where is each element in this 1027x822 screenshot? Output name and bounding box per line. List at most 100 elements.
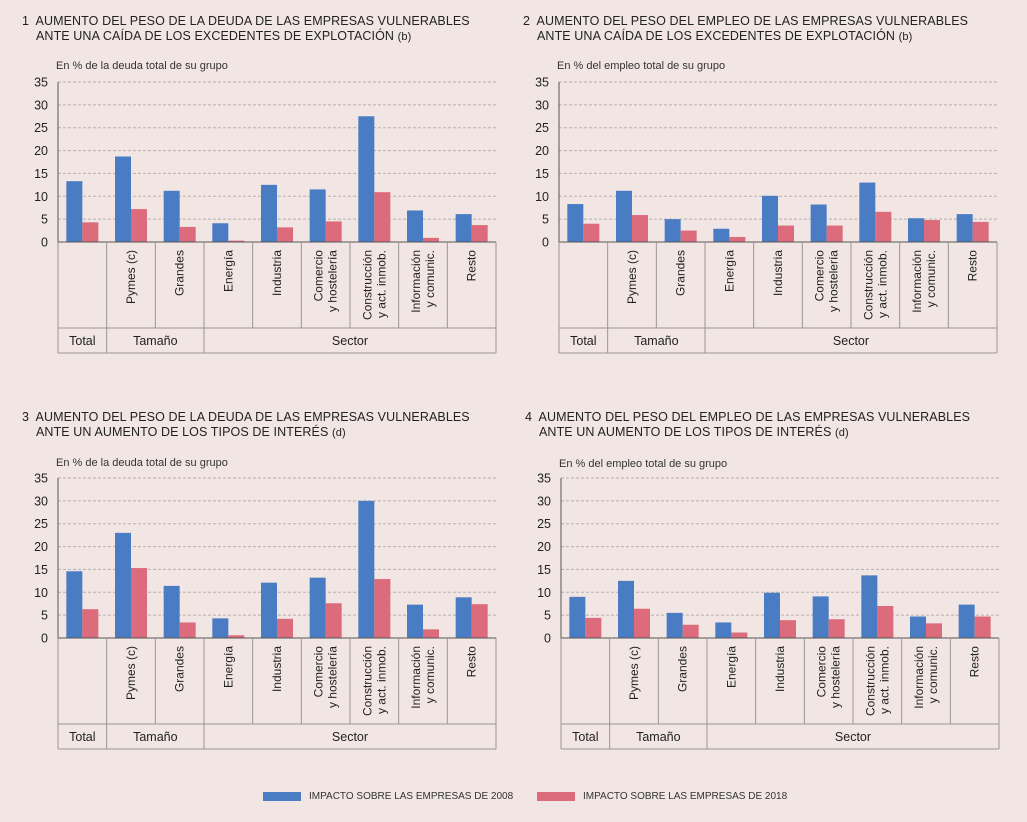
bar-2018 [924, 220, 940, 242]
category-label: y hostelería [827, 250, 841, 312]
y-tick-label: 15 [537, 563, 551, 577]
y-tick-label: 10 [537, 586, 551, 600]
legend-label-2018: IMPACTO SOBRE LAS EMPRESAS DE 2018 [583, 791, 788, 802]
group-label: Total [69, 730, 95, 744]
panel-number: 2 [523, 14, 531, 28]
bar-2018 [680, 230, 697, 242]
bar-2018 [682, 624, 699, 638]
category-label: Construcción [863, 646, 877, 716]
title-line-1: AUMENTO DEL PESO DE LA DEUDA DE LAS EMPR… [35, 14, 470, 28]
bar-2018 [875, 211, 892, 242]
bar-2018 [926, 623, 942, 638]
panel-number: 4 [525, 410, 533, 424]
y-tick-label: 10 [535, 190, 549, 204]
category-label: Resto [465, 250, 479, 282]
bar-2018 [471, 604, 488, 638]
panel-number: 3 [22, 410, 30, 424]
bar-2008 [115, 156, 131, 242]
bar-2008 [908, 218, 924, 242]
category-label: Grandes [674, 250, 688, 296]
y-tick-label: 30 [34, 494, 48, 508]
category-label: Pymes (c) [124, 646, 138, 700]
bar-2008 [455, 597, 472, 638]
category-label: Energía [724, 646, 738, 688]
title-line-2: ANTE UN AUMENTO DE LOS TIPOS DE INTERÉS [539, 425, 832, 439]
legend: IMPACTO SOBRE LAS EMPRESAS DE 2008 IMPAC… [0, 791, 1027, 807]
bar-2018 [374, 579, 391, 638]
category-label: Construcción [360, 250, 374, 320]
category-label: y hostelería [829, 646, 843, 708]
bar-2008 [664, 219, 681, 242]
group-label: Tamaño [634, 334, 679, 348]
bar-2008 [812, 596, 829, 638]
bar-2008 [956, 214, 973, 242]
group-label: Total [69, 334, 95, 348]
bar-2018 [179, 622, 196, 638]
category-label: y hostelería [326, 646, 340, 708]
category-label: y act. inmob. [875, 250, 889, 318]
group-label: Total [572, 730, 598, 744]
y-tick-label: 35 [537, 472, 551, 486]
category-label: Pymes (c) [124, 250, 138, 304]
category-label: y comunic. [924, 250, 938, 307]
category-label: Información [409, 646, 423, 709]
category-label: Industria [773, 646, 787, 692]
panel-title: 2 AUMENTO DEL PESO DEL EMPLEO DE LAS EMP… [523, 14, 968, 45]
category-label: y comunic. [423, 646, 437, 703]
group-label: Tamaño [636, 730, 681, 744]
bar-2008 [358, 500, 375, 638]
y-tick-label: 25 [34, 517, 48, 531]
bar-2018 [634, 608, 650, 638]
y-tick-label: 10 [34, 586, 48, 600]
y-tick-label: 15 [34, 167, 48, 181]
bar-2018 [974, 616, 991, 638]
category-label: y act. inmob. [374, 250, 388, 318]
bar-2008 [115, 532, 131, 638]
y-tick-label: 0 [41, 236, 48, 250]
bar-2018 [729, 236, 746, 242]
category-label: Industria [771, 250, 785, 296]
y-tick-label: 20 [537, 540, 551, 554]
bar-2008 [407, 604, 423, 638]
group-label: Sector [835, 730, 871, 744]
category-label: Resto [968, 646, 982, 678]
bar-2008 [212, 618, 229, 638]
bar-2018 [778, 225, 794, 242]
bar-2018 [131, 209, 147, 242]
y-tick-label: 15 [34, 563, 48, 577]
y-tick-label: 35 [535, 76, 549, 90]
bar-2008 [762, 195, 778, 242]
panel-title: 3 AUMENTO DEL PESO DE LA DEUDA DE LAS EM… [22, 410, 470, 441]
legend-swatch-2008 [263, 792, 301, 801]
bar-2008 [309, 189, 326, 242]
title-line-1: AUMENTO DEL PESO DEL EMPLEO DE LAS EMPRE… [538, 410, 971, 424]
y-tick-label: 5 [544, 609, 551, 623]
bar-2018 [826, 225, 843, 242]
group-label: Sector [833, 334, 869, 348]
category-label: y act. inmob. [877, 646, 891, 714]
bar-2018 [828, 619, 845, 638]
bar-2018 [277, 227, 293, 242]
category-label: Industria [270, 646, 284, 692]
panel-2: 2 AUMENTO DEL PESO DEL EMPLEO DE LAS EMP… [523, 14, 1023, 364]
bar-2018 [374, 192, 391, 242]
bar-chart: 0 5 10 15 20 25 30 35 Pymes (c) Grandes Energía Ind… [34, 472, 497, 750]
bar-chart: 0 5 10 15 20 25 30 35 Pymes (c) Grandes Energía Ind… [535, 76, 998, 354]
y-tick-label: 35 [34, 76, 48, 90]
bar-2018 [82, 222, 99, 242]
bar-2008 [261, 184, 277, 242]
bar-2008 [163, 585, 180, 638]
y-tick-label: 15 [535, 167, 549, 181]
category-label: Comercio [815, 646, 829, 698]
bar-2008 [810, 204, 827, 242]
group-label: Total [570, 334, 596, 348]
bar-2018 [585, 617, 602, 638]
legend-label-2008: IMPACTO SOBRE LAS EMPRESAS DE 2008 [309, 791, 514, 802]
bar-2018 [731, 632, 748, 638]
unit-label: En % del empleo total de su grupo [559, 458, 728, 470]
legend-swatch-2018 [537, 792, 575, 801]
bar-2008 [861, 575, 878, 638]
y-tick-label: 25 [535, 121, 549, 135]
bar-2018 [972, 221, 989, 242]
bar-2018 [780, 620, 796, 638]
